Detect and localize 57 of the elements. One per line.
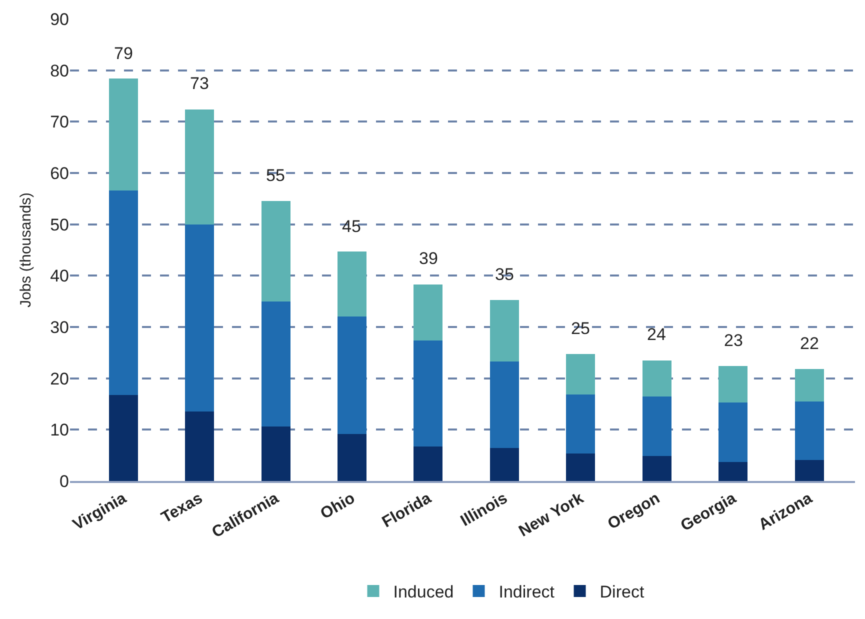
bar <box>642 456 672 481</box>
total-label: 25 <box>571 319 590 338</box>
bar <box>414 340 443 447</box>
bar <box>261 201 290 302</box>
bar <box>414 284 443 340</box>
bar <box>414 446 443 481</box>
bar <box>490 300 519 362</box>
bar <box>794 401 824 460</box>
legend-label: Induced <box>393 582 454 602</box>
y-tick-label: 80 <box>50 61 69 80</box>
total-label: 55 <box>266 166 285 185</box>
total-label: 24 <box>647 325 666 344</box>
bar <box>338 316 366 434</box>
bar <box>794 369 824 402</box>
x-tick-label: Ohio <box>318 490 358 523</box>
bar <box>108 190 138 395</box>
bar <box>642 396 672 456</box>
total-label: 22 <box>800 334 819 353</box>
y-tick-label: 60 <box>50 164 69 183</box>
bar <box>108 78 138 190</box>
bar <box>718 462 748 481</box>
y-tick-label: 30 <box>50 318 69 337</box>
bar <box>338 252 366 317</box>
bar <box>490 448 519 481</box>
bar <box>718 402 748 462</box>
bar <box>338 434 366 481</box>
bar <box>185 412 214 481</box>
total-label: 23 <box>724 331 743 350</box>
bar <box>185 224 214 412</box>
bar <box>642 360 672 396</box>
total-label: 73 <box>190 74 209 93</box>
y-tick-label: 70 <box>50 112 69 132</box>
y-tick-label: 40 <box>50 266 69 286</box>
x-tick-label: New York <box>516 490 587 540</box>
bar <box>108 394 138 481</box>
y-tick-label: 0 <box>60 472 69 491</box>
bar <box>794 460 824 481</box>
legend-label: Indirect <box>498 582 555 602</box>
bar <box>261 301 290 427</box>
bar <box>261 426 290 481</box>
y-tick-label: 90 <box>50 10 69 29</box>
y-axis-title: Jobs (thousands) <box>17 192 34 308</box>
y-tick-label: 20 <box>50 369 69 388</box>
y-tick-label: 50 <box>50 215 69 234</box>
y-tick-label: 10 <box>50 420 69 440</box>
bar <box>566 453 596 481</box>
total-label: 35 <box>495 265 514 284</box>
bar <box>185 109 214 224</box>
bar <box>566 394 596 454</box>
bar <box>718 366 748 402</box>
total-label: 45 <box>342 217 361 236</box>
total-label: 39 <box>419 249 438 268</box>
total-label: 79 <box>114 44 133 63</box>
x-tick-label: Texas <box>158 490 206 527</box>
bar <box>490 361 519 448</box>
bar <box>566 354 596 394</box>
legend-label: Direct <box>600 582 644 602</box>
